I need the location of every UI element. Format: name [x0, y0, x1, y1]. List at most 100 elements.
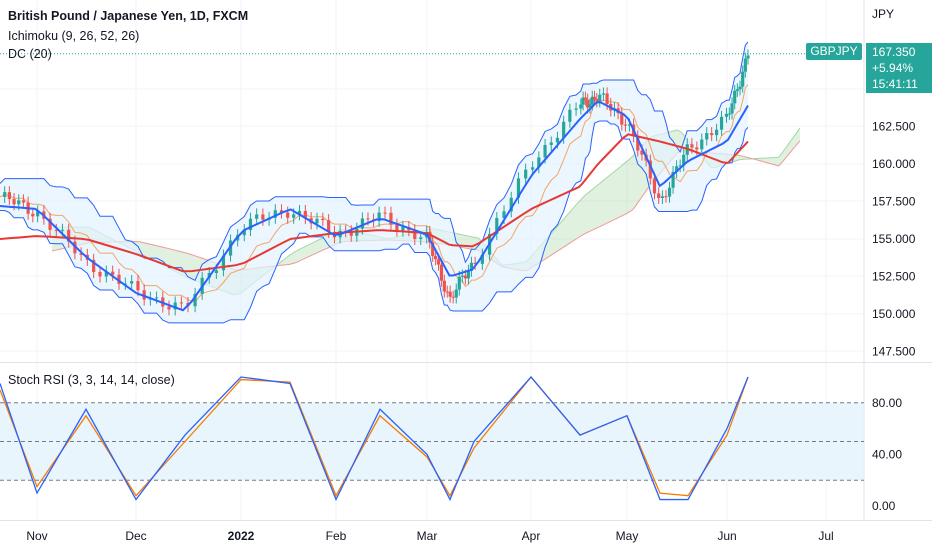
candle-body — [549, 142, 553, 145]
candle-body — [495, 218, 499, 234]
time-tick-label: Jul — [818, 529, 833, 543]
candle-body — [586, 99, 590, 108]
candle-body — [583, 97, 587, 100]
time-axis-ticks: Nov Dec 2022 Feb Mar Apr May Jun Jul — [26, 529, 833, 543]
donchian-lower — [0, 120, 749, 324]
candle-body — [214, 270, 218, 273]
candle-body — [451, 296, 455, 298]
candle-body — [735, 89, 739, 91]
time-tick-label: May — [616, 529, 639, 543]
candle-body — [601, 93, 606, 95]
candle-body — [592, 96, 597, 100]
candle-body — [695, 147, 699, 150]
candle-body — [710, 133, 714, 136]
candle-body — [543, 144, 547, 158]
candle-body — [445, 291, 449, 293]
candle-body — [439, 264, 444, 281]
rsi-tick-label: 80.00 — [872, 396, 902, 410]
price-tick-label: 147.500 — [872, 345, 916, 359]
candle-body — [457, 276, 461, 290]
price-tick-label: 160.000 — [872, 157, 916, 171]
candle-body — [142, 290, 146, 300]
candle-body — [360, 218, 364, 229]
stoch-rsi-legend[interactable]: Stoch RSI (3, 3, 14, 14, close) — [8, 373, 175, 387]
candle-body — [327, 220, 331, 232]
candle-body — [21, 200, 26, 203]
candle-body — [349, 231, 353, 236]
candle-body — [54, 229, 58, 231]
candle-body — [509, 197, 513, 212]
candle-body — [173, 302, 177, 310]
candle-body — [389, 212, 393, 225]
candle-body — [531, 167, 535, 170]
candle-body — [315, 218, 319, 224]
rsi-tick-label: 0.00 — [872, 499, 896, 513]
rsi-tick-label: 40.00 — [872, 447, 902, 461]
candle-body — [395, 224, 399, 231]
candle-body — [448, 291, 452, 297]
candle-body — [743, 58, 747, 72]
symbol-title[interactable]: British Pound / Japanese Yen, 1D, FXCM — [8, 9, 248, 23]
candle-body — [377, 212, 381, 221]
candle-body — [442, 280, 446, 292]
candle-body — [700, 139, 704, 150]
candle-body — [516, 178, 521, 198]
candle-body — [419, 237, 423, 240]
candle-body — [715, 129, 719, 136]
last-price-tag: 167.350 +5.94% 15:41:11 — [866, 43, 932, 93]
candle-body — [463, 275, 467, 279]
candle-body — [242, 230, 246, 236]
candle-body — [741, 71, 745, 87]
candle-body — [746, 55, 750, 59]
last-price-change: +5.94% — [872, 61, 914, 75]
candle-body — [678, 165, 682, 167]
candle-body — [413, 230, 417, 240]
candle-body — [581, 97, 585, 105]
rsi-lines — [0, 375, 749, 502]
candle-body — [727, 113, 731, 115]
candle-body — [623, 124, 628, 126]
candle-body — [562, 121, 566, 138]
candle-body — [690, 144, 694, 148]
candle-body — [588, 104, 592, 108]
candle-body — [193, 293, 197, 307]
candle-body — [366, 218, 370, 220]
candle-body — [627, 124, 632, 126]
candle-body — [154, 297, 159, 299]
candle-body — [111, 271, 115, 275]
candle-body — [469, 262, 474, 271]
candle-body — [664, 196, 668, 198]
candle-body — [321, 218, 325, 221]
candle-body — [524, 169, 528, 179]
time-tick-label: 2022 — [228, 529, 255, 543]
candle-body — [730, 103, 734, 114]
stoch-rsi-d-line — [0, 375, 749, 498]
time-tick-label: Nov — [26, 529, 47, 543]
price-tick-label: 162.500 — [872, 120, 916, 134]
candle-body — [636, 136, 640, 151]
candle-body — [383, 212, 387, 214]
candle-body — [579, 104, 583, 109]
candle-body — [682, 154, 686, 166]
candle-body — [303, 210, 307, 219]
price-tick-label: 152.500 — [872, 270, 916, 284]
candle-body — [657, 193, 661, 198]
candle-body — [454, 289, 458, 298]
candle-body — [555, 137, 560, 143]
candle-body — [652, 178, 657, 194]
candle-body — [167, 306, 171, 310]
candle-body — [428, 231, 432, 243]
stoch-rsi-k-line — [0, 376, 749, 502]
candle-body — [286, 212, 290, 218]
candle-body — [248, 218, 253, 231]
time-tick-label: Mar — [417, 529, 438, 543]
candle-body — [221, 255, 226, 271]
ichimoku-legend[interactable]: Ichimoku (9, 26, 52, 26) — [8, 29, 140, 43]
candle-body — [675, 166, 679, 172]
candle-body — [460, 275, 464, 277]
candle-body — [279, 210, 284, 213]
donchian-legend[interactable]: DC (20) — [8, 47, 52, 61]
candle-body — [502, 211, 506, 219]
candle-body — [667, 187, 672, 197]
